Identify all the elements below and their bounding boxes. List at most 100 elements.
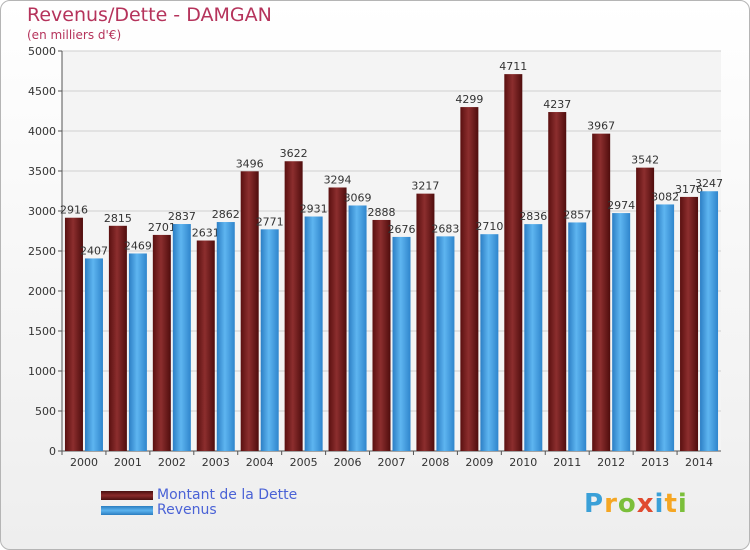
x-tick-label: 2005 bbox=[290, 456, 318, 469]
bar-dette bbox=[240, 171, 259, 451]
bar-revenus bbox=[172, 224, 191, 451]
bar-dette bbox=[196, 240, 215, 451]
data-label-dette: 4237 bbox=[543, 98, 571, 111]
y-tick-label: 4500 bbox=[28, 85, 56, 98]
x-tick-label: 2004 bbox=[246, 456, 274, 469]
data-label-dette: 3542 bbox=[631, 154, 659, 167]
y-tick-label: 2500 bbox=[28, 245, 56, 258]
x-tick-label: 2006 bbox=[334, 456, 362, 469]
logo-letter: o bbox=[617, 489, 637, 519]
data-label-dette: 2815 bbox=[104, 212, 132, 225]
bar-revenus bbox=[480, 234, 499, 451]
data-label-dette: 2631 bbox=[192, 227, 220, 240]
x-tick-label: 2003 bbox=[202, 456, 230, 469]
bar-dette bbox=[64, 217, 83, 451]
y-tick-label: 2000 bbox=[28, 285, 56, 298]
legend-item-dette: Montant de la Dette bbox=[101, 487, 298, 503]
y-tick-label: 0 bbox=[49, 445, 56, 458]
data-label-revenus: 3082 bbox=[651, 190, 679, 203]
bar-dette bbox=[636, 167, 655, 451]
x-tick-label: 2012 bbox=[597, 456, 625, 469]
bar-dette bbox=[284, 161, 303, 452]
x-tick-label: 2008 bbox=[421, 456, 449, 469]
data-label-revenus: 2931 bbox=[300, 203, 328, 216]
data-label-dette: 3176 bbox=[675, 183, 703, 196]
data-label-dette: 4299 bbox=[455, 93, 483, 106]
bar-dette bbox=[548, 112, 567, 451]
data-label-dette: 3967 bbox=[587, 120, 615, 133]
y-tick-label: 3500 bbox=[28, 165, 56, 178]
data-label-dette: 3294 bbox=[324, 173, 352, 186]
legend-swatch-dette bbox=[101, 490, 153, 500]
data-label-revenus: 2771 bbox=[256, 215, 284, 228]
y-tick-label: 4000 bbox=[28, 125, 56, 138]
chart-subtitle: (en milliers d'€) bbox=[27, 28, 122, 42]
data-label-revenus: 2710 bbox=[475, 220, 503, 233]
bar-revenus bbox=[524, 224, 543, 451]
logo-letter: i bbox=[654, 489, 665, 519]
y-tick-label: 1000 bbox=[28, 365, 56, 378]
data-label-revenus: 2837 bbox=[168, 210, 196, 223]
data-label-revenus: 2676 bbox=[388, 223, 416, 236]
bar-dette bbox=[460, 107, 479, 451]
x-tick-label: 2013 bbox=[641, 456, 669, 469]
bar-dette bbox=[152, 234, 171, 451]
y-tick-label: 5000 bbox=[28, 45, 56, 58]
y-tick-label: 1500 bbox=[28, 325, 56, 338]
chart-title: Revenus/Dette - DAMGAN bbox=[27, 4, 272, 26]
x-tick-label: 2010 bbox=[509, 456, 537, 469]
bar-revenus bbox=[128, 253, 147, 451]
x-tick-label: 2011 bbox=[553, 456, 581, 469]
bar-dette bbox=[108, 225, 127, 451]
data-label-revenus: 2857 bbox=[563, 208, 591, 221]
bar-dette bbox=[372, 219, 391, 451]
bar-revenus bbox=[392, 236, 411, 451]
data-label-revenus: 2974 bbox=[607, 199, 635, 212]
logo-letter: i bbox=[677, 489, 688, 519]
legend-swatch-revenus bbox=[101, 505, 153, 515]
data-label-revenus: 2469 bbox=[124, 239, 152, 252]
data-label-dette: 3496 bbox=[236, 157, 264, 170]
x-tick-label: 2002 bbox=[158, 456, 186, 469]
logo-letter: x bbox=[636, 489, 655, 519]
y-tick-label: 3000 bbox=[28, 205, 56, 218]
bar-revenus bbox=[84, 258, 103, 451]
data-label-revenus: 3069 bbox=[344, 191, 372, 204]
data-label-revenus: 2683 bbox=[431, 222, 459, 235]
data-label-revenus: 3247 bbox=[695, 177, 723, 190]
bar-revenus bbox=[612, 213, 631, 451]
x-tick-label: 2014 bbox=[685, 456, 713, 469]
bar-revenus bbox=[348, 205, 367, 451]
legend-label-dette: Montant de la Dette bbox=[157, 487, 298, 503]
data-label-dette: 2916 bbox=[60, 204, 88, 217]
x-tick-label: 2009 bbox=[465, 456, 493, 469]
logo-letter: t bbox=[664, 489, 678, 519]
x-tick-label: 2007 bbox=[378, 456, 406, 469]
data-label-revenus: 2836 bbox=[519, 210, 547, 223]
bar-revenus bbox=[260, 229, 279, 451]
bar-dette bbox=[504, 74, 523, 452]
data-label-revenus: 2407 bbox=[80, 244, 108, 257]
data-label-dette: 2888 bbox=[368, 206, 396, 219]
y-tick-label: 500 bbox=[35, 405, 56, 418]
bar-revenus bbox=[304, 216, 323, 451]
x-tick-label: 2001 bbox=[114, 456, 142, 469]
bar-dette bbox=[592, 133, 611, 451]
legend-label-revenus: Revenus bbox=[157, 502, 217, 518]
logo-letter: P bbox=[584, 489, 605, 519]
data-label-dette: 3622 bbox=[280, 147, 308, 160]
x-tick-label: 2000 bbox=[70, 456, 98, 469]
proxiti-logo: Proxiti bbox=[584, 489, 688, 519]
bar-revenus bbox=[700, 191, 719, 452]
data-label-dette: 2701 bbox=[148, 221, 176, 234]
bar-dette bbox=[416, 193, 435, 451]
data-label-revenus: 2862 bbox=[212, 208, 240, 221]
data-label-dette: 4711 bbox=[499, 60, 527, 73]
data-label-dette: 3217 bbox=[411, 180, 439, 193]
bar-revenus bbox=[656, 204, 675, 451]
legend-item-revenus: Revenus bbox=[101, 502, 217, 518]
bar-revenus bbox=[216, 222, 235, 451]
bar-dette bbox=[328, 187, 347, 452]
